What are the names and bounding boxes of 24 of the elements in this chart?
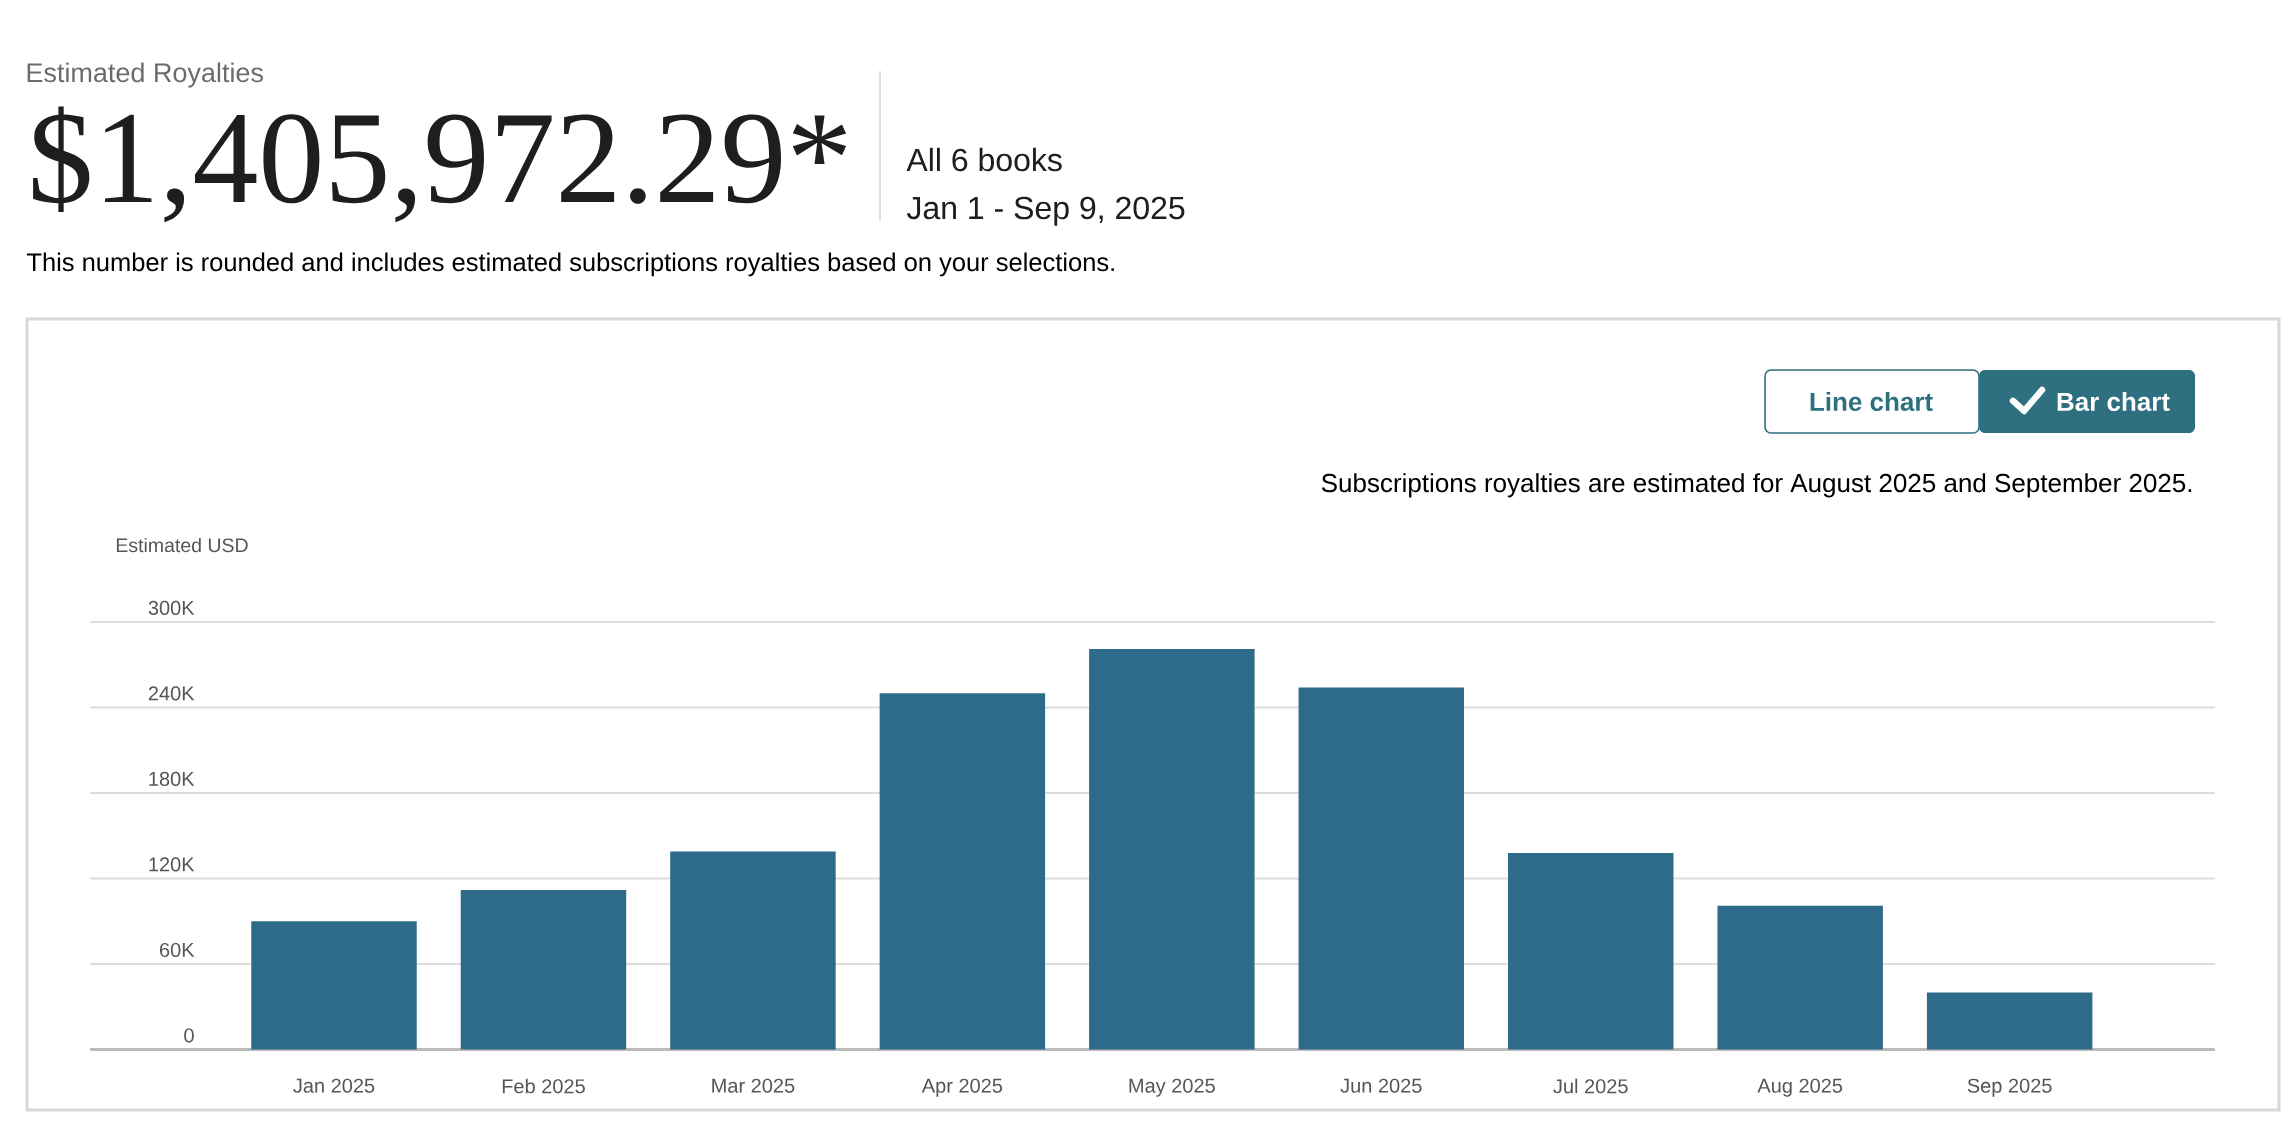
x-tick-label: May 2025 [1129, 1078, 1215, 1097]
y-tick-label: 180K [149, 771, 195, 786]
x-tick-label: Jul 2025 [1553, 1078, 1628, 1094]
x-tick-label: Aug 2025 [1757, 1078, 1843, 1097]
text: All 6 books [906, 147, 1062, 172]
x-tick-label: Mar 2025 [712, 1078, 795, 1093]
x-tick-label: Sep 2025 [1967, 1078, 2052, 1097]
x-tick-label: Apr 2025 [921, 1078, 1003, 1097]
text: Jan 1 - Sep 9, 2025 [906, 196, 1185, 226]
x-tick-label: Feb 2025 [502, 1078, 585, 1094]
y-tick-label: 0 [184, 1028, 194, 1043]
y-tick-label: 120K [149, 857, 195, 872]
y-tick-label: 300K [148, 600, 195, 615]
x-tick-label: Jan 2025 [293, 1078, 375, 1093]
text: Subscriptions royalties are estimated for August 2025 and September 2025. [1321, 473, 2192, 498]
chart-subtitle: $1,405,972.29* [33, 106, 847, 223]
x-tick-label: Jun 2025 [1340, 1078, 1422, 1093]
y-tick-label: 60K [160, 942, 195, 958]
text: This number is rounded and includes estimated subscriptions royalties based on your selections. [26, 252, 1114, 277]
chart-title: Estimated Royalties [27, 62, 263, 88]
text: Line chart [1810, 391, 1933, 412]
text: Bar chart [2057, 391, 2170, 412]
y-tick-label: 240K [148, 686, 195, 701]
y-axis-title: Estimated USD [116, 537, 248, 553]
